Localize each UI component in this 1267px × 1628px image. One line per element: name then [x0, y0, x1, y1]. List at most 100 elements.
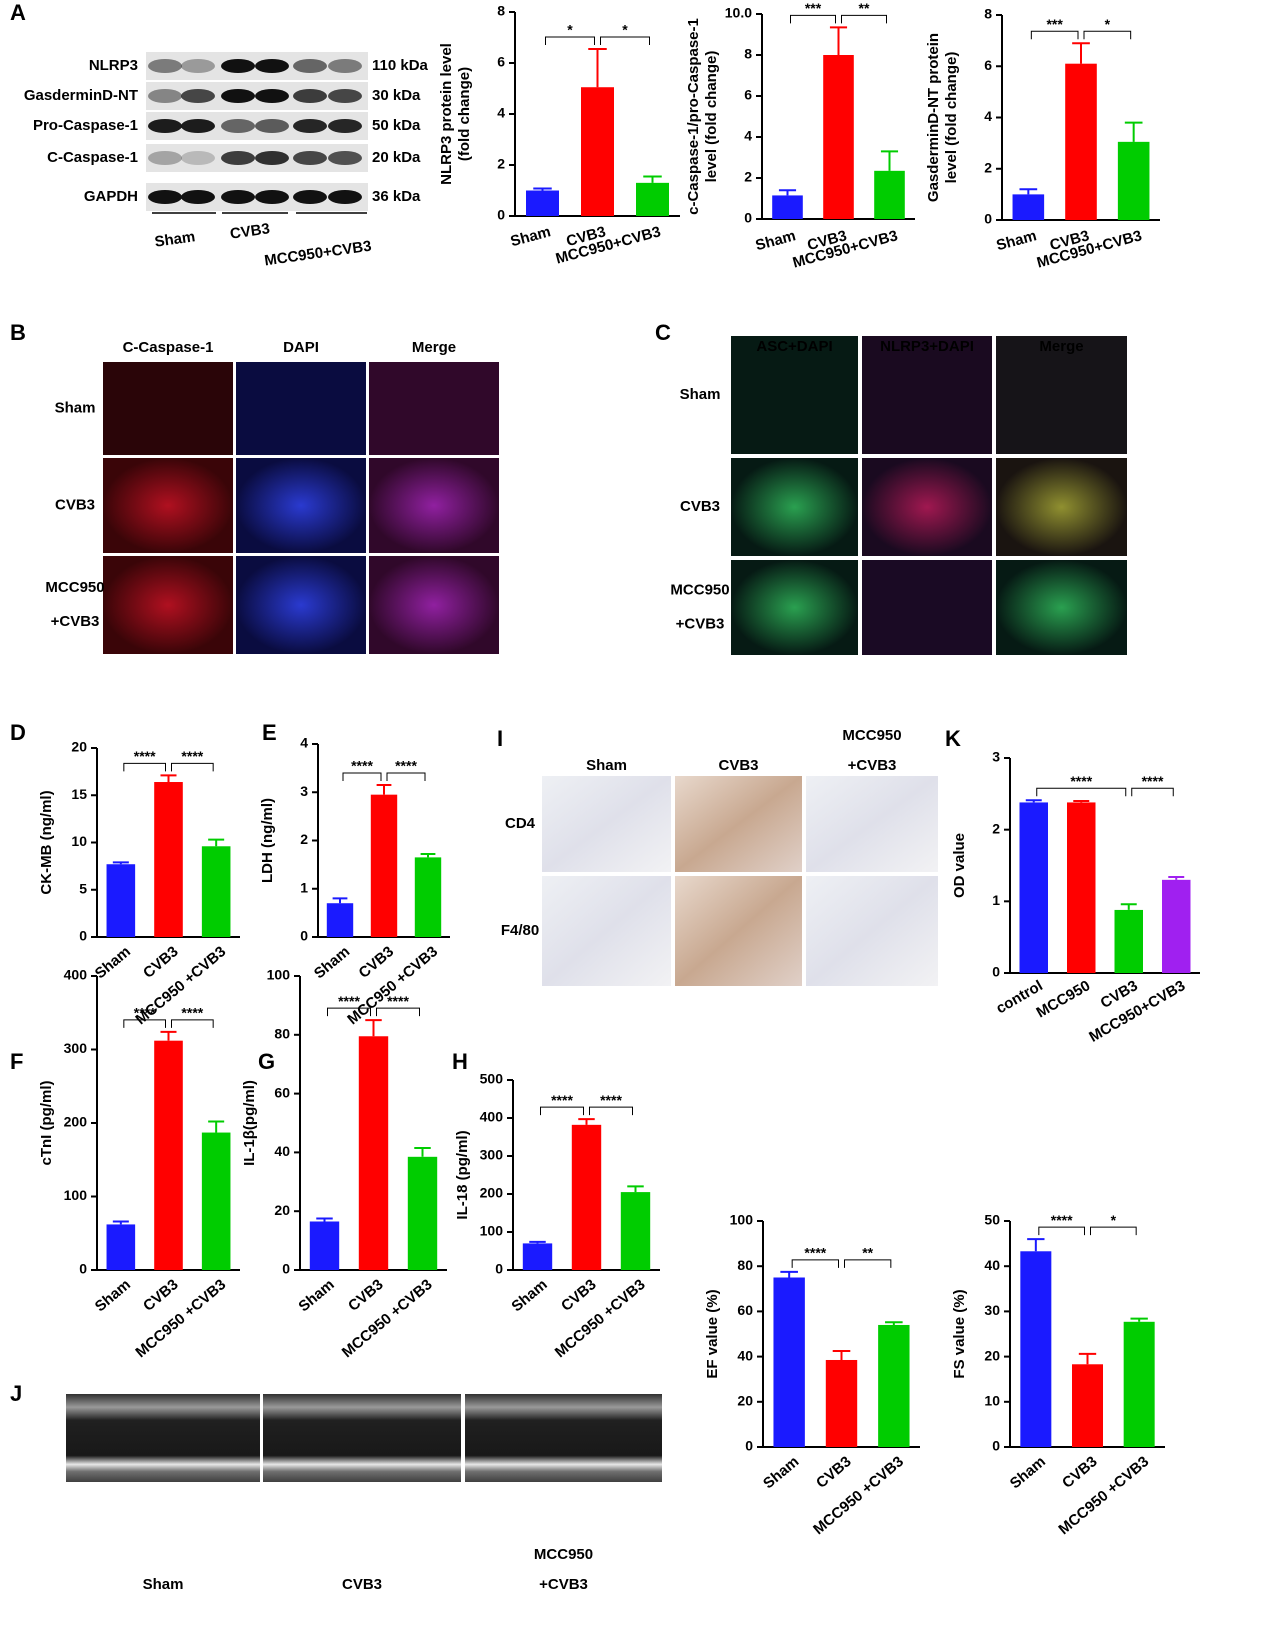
y-tick-label: 100: [480, 1223, 504, 1239]
micrograph: [675, 876, 802, 986]
blot-band: [255, 119, 289, 133]
blot-band: [221, 119, 255, 133]
protein-label: GasderminD-NT: [24, 87, 138, 104]
error-bar: [880, 150, 899, 171]
x-tick-label: MCC950 +CVB3: [552, 1276, 649, 1361]
micrograph: [542, 876, 671, 986]
y-axis-label: (fold change): [456, 67, 473, 161]
micrograph: [675, 776, 802, 872]
significance-bracket: [376, 1007, 420, 1017]
y-tick-label: 3: [992, 749, 1000, 765]
bar: [326, 903, 354, 937]
significance-bracket: [600, 36, 650, 45]
micrograph: [806, 776, 938, 872]
y-tick-label: 2: [992, 820, 1000, 836]
column-label: MCC950: [534, 1546, 593, 1563]
y-axis-label: NLRP3 protein level: [438, 43, 455, 185]
panel-letter: I: [497, 726, 503, 751]
y-tick-label: 400: [64, 967, 88, 983]
blot-band: [328, 89, 362, 103]
y-tick-label: 15: [71, 786, 87, 802]
significance-bracket: [342, 772, 382, 782]
error-bar: [1019, 188, 1038, 195]
error-bar: [376, 784, 392, 795]
error-bar: [578, 1118, 595, 1125]
y-tick-label: 4: [984, 108, 992, 124]
significance-bracket: [123, 1019, 166, 1028]
y-tick-label: 80: [274, 1026, 290, 1042]
x-tick-label: Sham: [311, 943, 353, 982]
y-tick-label: 10.0: [725, 5, 752, 21]
error-bar: [778, 189, 797, 196]
error-bar: [829, 26, 848, 55]
y-tick-label: 5: [79, 880, 87, 896]
group-label: MCC950+CVB3: [263, 238, 372, 270]
micrograph: [542, 776, 671, 872]
blot-band: [181, 119, 215, 133]
bar: [571, 1124, 602, 1270]
bar: [581, 87, 614, 216]
y-axis-label: CK-MB (ng/ml): [38, 790, 55, 894]
error-bar: [1072, 42, 1090, 64]
y-tick-label: 200: [64, 1114, 88, 1130]
column-label: DAPI: [283, 339, 319, 356]
panel-letter: J: [10, 1381, 22, 1406]
significance-label: *: [567, 22, 573, 38]
blot-band: [148, 89, 182, 103]
micrograph: [236, 458, 366, 553]
protein-size: 30 kDa: [372, 87, 421, 104]
error-bar: [316, 1217, 333, 1222]
error-bar: [885, 1321, 903, 1325]
bar: [407, 1156, 438, 1270]
y-tick-label: 8: [744, 46, 752, 62]
x-tick-label: Sham: [509, 223, 553, 250]
significance-bracket: [791, 1259, 839, 1268]
blot-band: [148, 151, 182, 165]
panel-letter: F: [10, 1049, 23, 1074]
significance-label: ****: [134, 748, 156, 764]
y-tick-label: 0: [984, 211, 992, 227]
column-label: +CVB3: [539, 1576, 588, 1593]
y-tick-label: 20: [984, 1347, 1000, 1363]
column-label: MCC950: [842, 727, 901, 744]
micrograph: [103, 458, 233, 553]
blot-band: [148, 119, 182, 133]
significance-bracket: [327, 1007, 371, 1017]
micrograph: [996, 458, 1127, 556]
error-bar: [420, 853, 436, 858]
blot-band: [255, 190, 289, 204]
y-tick-label: 0: [300, 928, 308, 944]
protein-size: 110 kDa: [372, 57, 429, 74]
x-tick-label: CVB3: [140, 943, 182, 982]
significance-bracket: [123, 762, 166, 772]
micrograph: [236, 362, 366, 455]
blot-band: [328, 59, 362, 73]
micrograph: [731, 336, 858, 454]
column-label: Merge: [412, 339, 456, 356]
error-bar: [365, 1019, 382, 1037]
y-tick-label: 6: [984, 57, 992, 73]
blot-band: [148, 190, 182, 204]
significance-label: ****: [387, 993, 409, 1009]
y-tick-label: 60: [737, 1302, 753, 1318]
x-tick-label: Sham: [760, 1453, 802, 1492]
y-tick-label: 6: [497, 54, 505, 70]
y-tick-label: 300: [480, 1147, 504, 1163]
y-tick-label: 0: [79, 928, 87, 944]
significance-label: ****: [181, 1005, 203, 1021]
significance-label: ***: [1046, 16, 1063, 32]
micrograph: [806, 876, 938, 986]
y-tick-label: 0: [992, 964, 1000, 980]
y-tick-label: 40: [984, 1257, 1000, 1273]
y-axis-label: LDH (ng/ml): [259, 798, 276, 883]
significance-bracket: [1036, 787, 1127, 797]
y-tick-label: 0: [495, 1261, 503, 1277]
significance-bracket: [1090, 1226, 1137, 1236]
column-label: Merge: [1039, 338, 1083, 355]
blot-band: [181, 59, 215, 73]
error-bar: [643, 175, 662, 183]
y-tick-label: 0: [282, 1261, 290, 1277]
blot-band: [221, 190, 255, 204]
y-tick-label: 50: [984, 1212, 1000, 1228]
column-label: Sham: [586, 757, 627, 774]
